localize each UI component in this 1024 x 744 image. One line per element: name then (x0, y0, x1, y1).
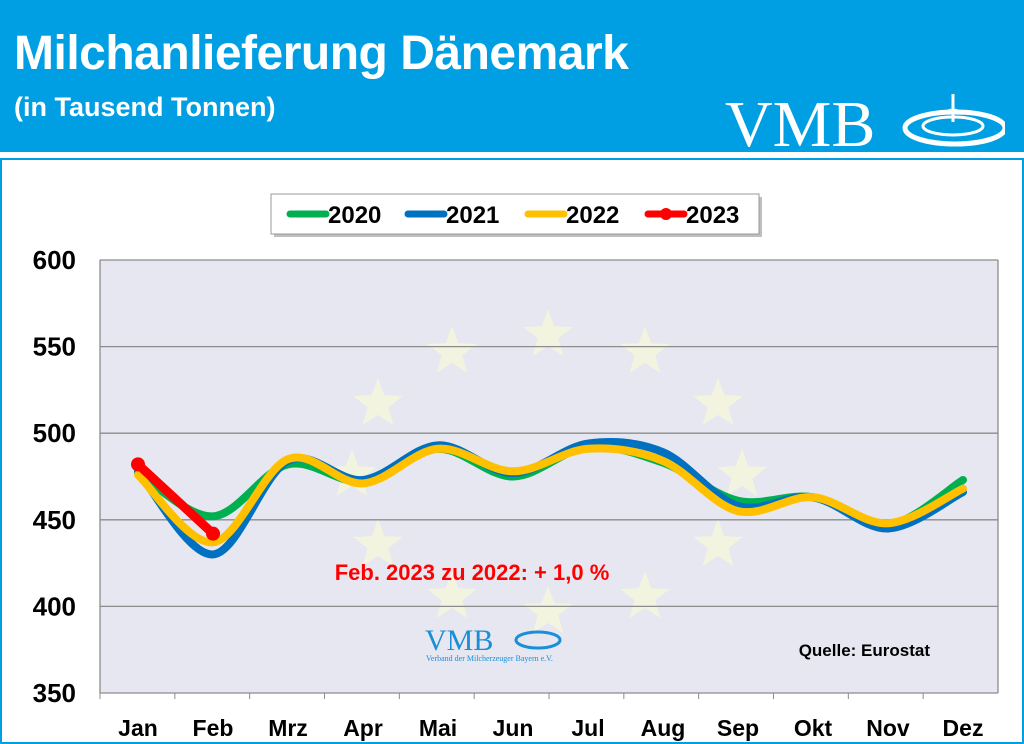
legend-label: 2021 (446, 202, 499, 229)
x-tick-label: Nov (866, 715, 910, 741)
legend-label: 2020 (328, 202, 381, 229)
x-tick-label: Feb (193, 715, 234, 741)
legend-label: 2022 (566, 202, 619, 229)
y-tick-label: 600 (33, 245, 76, 275)
eu-star-decoration (620, 571, 670, 618)
series-line-2022 (134, 444, 967, 547)
eu-star-decoration (523, 309, 573, 356)
header-banner: Milchanlieferung Dänemark (in Tausend To… (0, 0, 1024, 152)
eu-star-decoration (620, 326, 670, 373)
page-subtitle: (in Tausend Tonnen) (14, 92, 276, 122)
y-tick-label: 400 (33, 591, 76, 621)
legend-label: 2023 (686, 202, 739, 229)
eu-star-decoration (353, 519, 403, 566)
x-tick-label: Apr (343, 715, 383, 741)
x-tick-label: Mai (419, 715, 457, 741)
data-point-2023 (131, 457, 145, 472)
svg-text:VMB: VMB (725, 88, 875, 150)
eu-star-decoration (717, 449, 767, 496)
y-tick-label: 550 (33, 332, 76, 362)
page-title: Milchanlieferung Dänemark (14, 27, 629, 80)
x-tick-label: Jun (493, 715, 534, 741)
eu-star-decoration (693, 519, 743, 566)
series-line-2023 (133, 459, 218, 539)
eu-star-decoration (353, 378, 403, 425)
x-tick-label: Jan (118, 715, 158, 741)
y-tick-label: 500 (33, 418, 76, 448)
x-tick-label: Mrz (268, 715, 308, 741)
eu-star-decoration (427, 571, 477, 618)
source-label: Quelle: Eurostat (799, 641, 931, 660)
chart-frame (0, 158, 1024, 744)
eu-star-decoration (693, 378, 743, 425)
y-tick-label: 450 (33, 505, 76, 535)
eu-star-decoration (523, 586, 573, 633)
legend-marker-2023 (660, 208, 672, 220)
vmb-logo: VMB (725, 88, 1005, 150)
eu-star-decoration (427, 326, 477, 373)
data-point-2023 (206, 526, 220, 541)
watermark-logo-text: VMB (425, 624, 493, 657)
y-tick-label: 350 (33, 678, 76, 708)
x-tick-label: Sep (717, 715, 759, 741)
watermark-logo-icon (514, 630, 562, 650)
eu-star-decoration (327, 449, 377, 496)
x-tick-label: Okt (794, 715, 833, 741)
x-tick-label: Dez (943, 715, 984, 741)
x-tick-label: Jul (571, 715, 604, 741)
annotation: Feb. 2023 zu 2022: + 1,0 % (335, 560, 610, 585)
x-tick-label: Aug (641, 715, 686, 741)
watermark-logo-caption: Verband der Milcherzeuger Bayern e.V. (426, 654, 553, 663)
